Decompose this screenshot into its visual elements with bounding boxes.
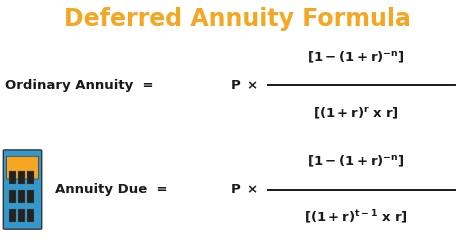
Bar: [27, 171, 34, 184]
Bar: [18, 171, 25, 184]
Text: $\mathbf{[1-(1+r)^{-n}]}$: $\mathbf{[1-(1+r)^{-n}]}$: [307, 50, 404, 65]
Bar: [27, 190, 34, 203]
Bar: [18, 190, 25, 203]
Text: $\mathbf{P\ \times}$: $\mathbf{P\ \times}$: [230, 183, 258, 196]
Bar: [9, 190, 16, 203]
Bar: [27, 209, 34, 222]
FancyBboxPatch shape: [3, 150, 42, 229]
Text: Annuity Due  =: Annuity Due =: [55, 183, 167, 196]
Text: $\mathbf{[(1+r)^{t-1}\ x\ r]}$: $\mathbf{[(1+r)^{t-1}\ x\ r]}$: [304, 209, 407, 226]
Text: $\mathbf{[(1+r)^r\ x\ r]}$: $\mathbf{[(1+r)^r\ x\ r]}$: [312, 105, 399, 121]
FancyBboxPatch shape: [7, 156, 38, 179]
Text: Deferred Annuity Formula: Deferred Annuity Formula: [64, 7, 410, 31]
Bar: [18, 209, 25, 222]
Text: Ordinary Annuity  =: Ordinary Annuity =: [5, 78, 153, 92]
Text: $\mathbf{P\ \times}$: $\mathbf{P\ \times}$: [230, 78, 258, 92]
Bar: [9, 171, 16, 184]
Text: $\mathbf{[1-(1+r)^{-n}]}$: $\mathbf{[1-(1+r)^{-n}]}$: [307, 154, 404, 169]
Bar: [9, 209, 16, 222]
